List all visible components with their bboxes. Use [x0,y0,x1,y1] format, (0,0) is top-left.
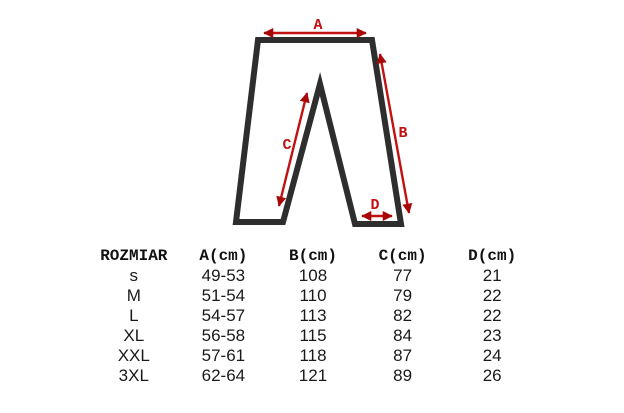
measure-b-arrow [376,53,413,214]
size-table: ROZMIAR A(cm) B(cm) C(cm) D(cm) s 49-53 … [89,246,537,386]
value-c: 79 [393,286,413,305]
measure-d-label: D [370,197,379,214]
value-d: 22 [482,286,502,305]
value-a: 56-58 [201,326,246,345]
size-label: M [126,286,141,305]
value-b: 121 [298,366,328,385]
col-header-b-cm: B(cm) [288,247,337,265]
measure-c-arrow [276,92,310,207]
col-header-c-cm: C(cm) [378,247,427,265]
size-label: XL [123,326,145,345]
value-a: 49-53 [201,266,246,285]
value-a: 54-57 [201,306,246,325]
col-header-a-cm: A(cm) [199,247,248,265]
value-b: 115 [299,326,327,345]
value-b: 108 [298,266,328,285]
measure-a-label: A [313,17,322,34]
value-b: 113 [299,306,327,325]
measure-c-label: C [282,137,291,154]
size-label: 3XL [118,366,149,385]
size-label: s [129,266,139,285]
value-b: 118 [299,346,327,365]
value-d: 21 [482,266,502,285]
pants-measurement-diagram: A B C D [232,17,413,227]
value-c: 87 [393,346,413,365]
col-header-d-cm: D(cm) [468,247,517,265]
value-c: 89 [393,366,413,385]
value-d: 23 [482,326,502,345]
value-b: 110 [299,286,327,305]
value-d: 26 [482,366,502,385]
value-a: 57-61 [201,346,246,365]
size-label: L [129,306,139,325]
value-c: 84 [393,326,413,345]
value-d: 24 [482,346,502,365]
value-c: 77 [393,266,413,285]
measure-b-label: B [398,125,407,142]
size-label: XXL [117,346,150,365]
col-header-rozmiar: ROZMIAR [100,247,168,265]
value-a: 51-54 [201,286,246,305]
pants-diagram-svg: A B C D [232,17,413,227]
value-c: 82 [393,306,413,325]
value-d: 22 [482,306,502,325]
value-a: 62-64 [201,366,246,385]
